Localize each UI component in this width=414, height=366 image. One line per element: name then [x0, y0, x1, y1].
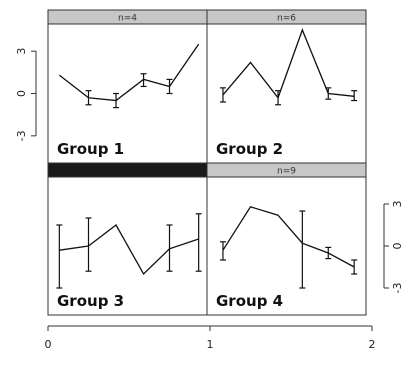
group-label: Group 1: [57, 140, 124, 158]
panel-series: [56, 28, 358, 289]
series-line: [59, 224, 199, 276]
panel-strip: [47, 162, 208, 178]
right-axis-tick-label: 0: [391, 243, 404, 250]
right-axis-tick-label: -3: [391, 283, 404, 294]
panel-strip: [206, 9, 367, 25]
strip-label: n=4: [118, 14, 137, 24]
series-line: [58, 43, 200, 102]
series-line: [222, 28, 355, 100]
group-label: Group 4: [216, 292, 283, 310]
group-label: Group 2: [216, 140, 283, 158]
right-axis-tick-label: 3: [391, 201, 404, 208]
bottom-axis-tick-label: 2: [369, 338, 376, 351]
left-axis-tick-label: 0: [15, 90, 28, 97]
axes: 3 0 -3 3 0 -3 0 1 2: [15, 48, 404, 351]
strip-label: n=6: [277, 14, 296, 24]
strip-label: n=9: [277, 167, 296, 177]
left-axis-tick-label: -3: [15, 130, 28, 141]
group-label: Group 3: [57, 292, 124, 310]
panel-strip: [206, 162, 367, 178]
panel-strips: n=4 n=6 n=9: [47, 9, 367, 178]
bottom-axis-tick-label: 0: [45, 338, 52, 351]
left-axis-tick-label: 3: [15, 48, 28, 55]
bottom-axis-tick-label: 1: [207, 338, 214, 351]
panel-labels: Group 1 Group 2 Group 3 Group 4: [57, 140, 283, 310]
series-line: [222, 206, 355, 268]
